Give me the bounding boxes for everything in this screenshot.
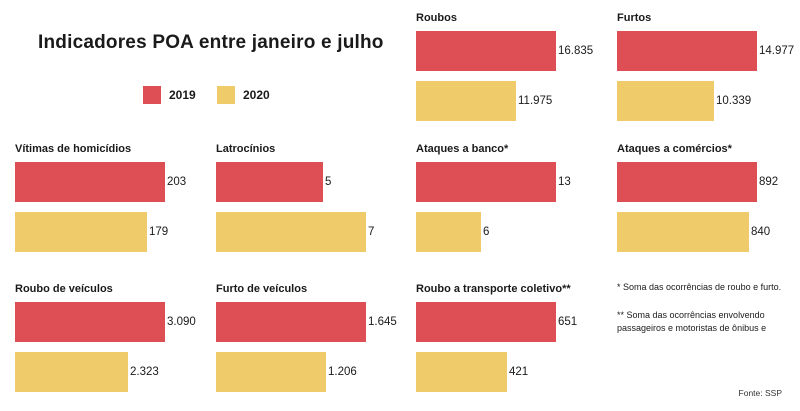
panel-roubos: Roubos 16.835 11.975 — [416, 12, 616, 127]
bar-2019 — [416, 162, 556, 202]
bar-value-label-2019: 13 — [558, 176, 571, 188]
bar-value-label-2020: 7 — [368, 226, 375, 238]
panel-furto-de-veiculos: Furto de veículos 1.645 1.206 — [216, 283, 426, 398]
panel-title: Ataques a banco* — [416, 143, 509, 155]
bar-2020 — [416, 212, 481, 252]
panel-ataques-a-banco: Ataques a banco* 13 6 — [416, 143, 616, 258]
panel-roubo-a-transporte-coletivo: Roubo a transporte coletivo** 651 421 — [416, 283, 616, 398]
bar-value-label-2019: 203 — [167, 176, 187, 188]
panel-roubo-de-veiculos: Roubo de veículos 3.090 2.323 — [15, 283, 225, 398]
panel-title: Ataques a comércios* — [617, 143, 732, 155]
bar-value-label-2020: 11.975 — [518, 95, 553, 107]
bar-2020 — [416, 352, 507, 392]
chart-title: Indicadores POA entre janeiro e julho — [38, 32, 384, 53]
bar-2019 — [216, 302, 366, 342]
panel-title: Vítimas de homicídios — [15, 143, 132, 155]
bar-value-label-2019: 892 — [759, 176, 779, 188]
panel-title: Roubos — [416, 12, 457, 24]
panel-title: Furtos — [617, 12, 652, 24]
bar-2019 — [416, 31, 556, 71]
source-note: Fonte: SSP — [738, 388, 782, 398]
bar-2019 — [617, 31, 757, 71]
bar-2019 — [216, 162, 323, 202]
bar-2020 — [617, 81, 714, 121]
panel-title: Furto de veículos — [216, 283, 308, 295]
bar-value-label-2020: 421 — [509, 366, 529, 378]
bar-value-label-2019: 16.835 — [558, 45, 594, 57]
bar-value-label-2019: 14.977 — [759, 45, 795, 57]
panel-title: Latrocínios — [216, 143, 276, 155]
bar-value-label-2020: 840 — [751, 226, 771, 238]
bar-value-label-2020: 179 — [149, 226, 169, 238]
panel-furtos: Furtos 14.977 10.339 — [617, 12, 800, 127]
legend-label-2020: 2020 — [243, 88, 270, 102]
bar-value-label-2020: 6 — [483, 226, 490, 238]
legend-swatch-2020 — [217, 86, 235, 104]
bar-2019 — [416, 302, 556, 342]
bar-2020 — [617, 212, 749, 252]
bar-value-label-2020: 2.323 — [130, 366, 159, 378]
bar-value-label-2019: 1.645 — [368, 316, 397, 328]
bar-2020 — [15, 352, 128, 392]
legend-swatch-2019 — [143, 86, 161, 104]
bar-value-label-2020: 1.206 — [328, 366, 357, 378]
footnote-double-asterisk: ** Soma das ocorrências envolvendo passa… — [617, 310, 767, 333]
panel-vitimas-de-homicidios: Vítimas de homicídios 203 179 — [15, 143, 225, 258]
legend-label-2019: 2019 — [169, 88, 196, 102]
footnote-single-asterisk: * Soma das ocorrências de roubo e furto. — [617, 282, 782, 292]
bar-2019 — [15, 162, 165, 202]
legend-item-2020: 2020 — [217, 86, 270, 104]
bar-value-label-2020: 10.339 — [716, 95, 752, 107]
bar-2019 — [15, 302, 165, 342]
legend-item-2019: 2019 — [143, 86, 196, 104]
bar-2019 — [617, 162, 757, 202]
bar-value-label-2019: 5 — [325, 176, 332, 188]
bar-value-label-2019: 651 — [558, 316, 578, 328]
bar-2020 — [416, 81, 516, 121]
bar-2020 — [15, 212, 147, 252]
bar-2020 — [216, 352, 326, 392]
bar-value-label-2019: 3.090 — [167, 316, 196, 328]
panel-title: Roubo de veículos — [15, 283, 113, 295]
panel-title: Roubo a transporte coletivo** — [416, 283, 571, 295]
bar-2020 — [216, 212, 366, 252]
panel-ataques-a-comercios: Ataques a comércios* 892 840 — [617, 143, 800, 258]
panel-latrocinios: Latrocínios 5 7 — [216, 143, 426, 258]
